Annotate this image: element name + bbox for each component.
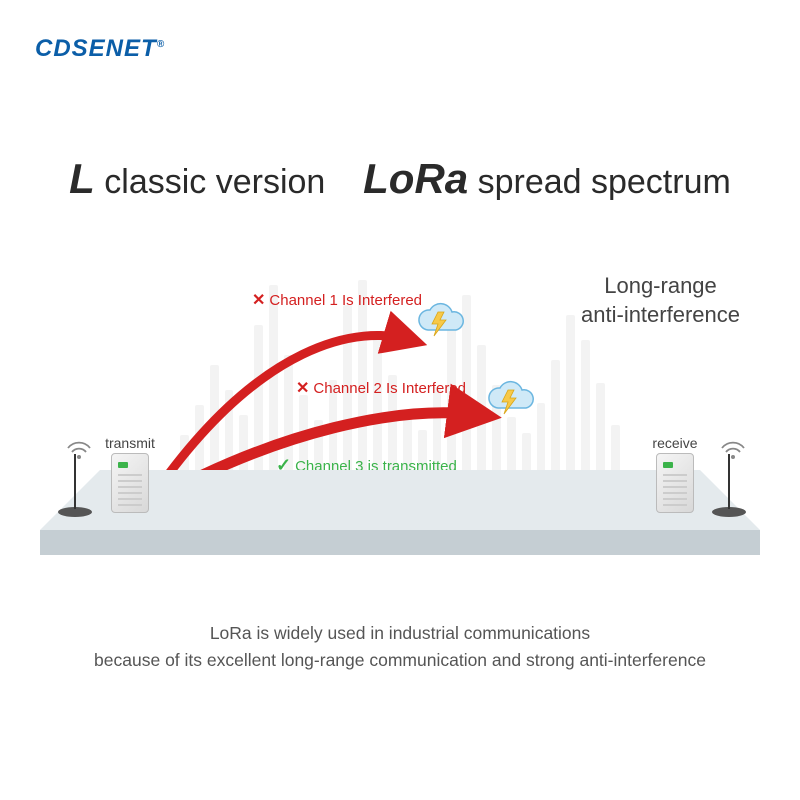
device-receive: receive — [640, 435, 710, 513]
headline-lora: LoRa — [363, 155, 468, 202]
wifi-icon — [720, 438, 746, 460]
headline-L: L — [69, 155, 95, 202]
subtitle-line2: anti-interference — [581, 301, 740, 330]
headline: L classic version LoRa spread spectrum — [0, 155, 800, 203]
channel1-text: Channel 1 Is Interfered — [269, 292, 422, 309]
subtitle-line1: Long-range — [581, 272, 740, 301]
antenna-pole — [728, 454, 730, 509]
registered-mark: ® — [157, 39, 165, 50]
footer-line1: LoRa is widely used in industrial commun… — [30, 620, 770, 647]
diagram-stage: Long-range anti-interference ✕Channel 1 … — [0, 260, 800, 590]
wifi-icon — [66, 438, 92, 460]
channel2-label: ✕Channel 2 Is Interfered — [296, 378, 466, 398]
x-icon: ✕ — [296, 380, 309, 397]
device-body — [656, 453, 694, 513]
channel2-text: Channel 2 Is Interfered — [313, 380, 466, 397]
channel1-label: ✕Channel 1 Is Interfered — [252, 290, 422, 310]
antenna-pole — [74, 454, 76, 509]
interference-cloud-2 — [480, 378, 538, 418]
headline-classic: classic version — [95, 163, 326, 201]
brand-text: CDSENET — [35, 35, 157, 62]
subtitle: Long-range anti-interference — [581, 272, 740, 329]
brand-logo: CDSENET® — [35, 35, 165, 63]
footer-text: LoRa is widely used in industrial commun… — [0, 620, 800, 674]
device-transmit-label: transmit — [95, 435, 165, 451]
headline-spread: spread spectrum — [468, 163, 731, 201]
footer-line2: because of its excellent long-range comm… — [30, 647, 770, 674]
x-icon: ✕ — [252, 292, 265, 309]
device-body — [111, 453, 149, 513]
device-transmit: transmit — [95, 435, 165, 513]
device-receive-label: receive — [640, 435, 710, 451]
